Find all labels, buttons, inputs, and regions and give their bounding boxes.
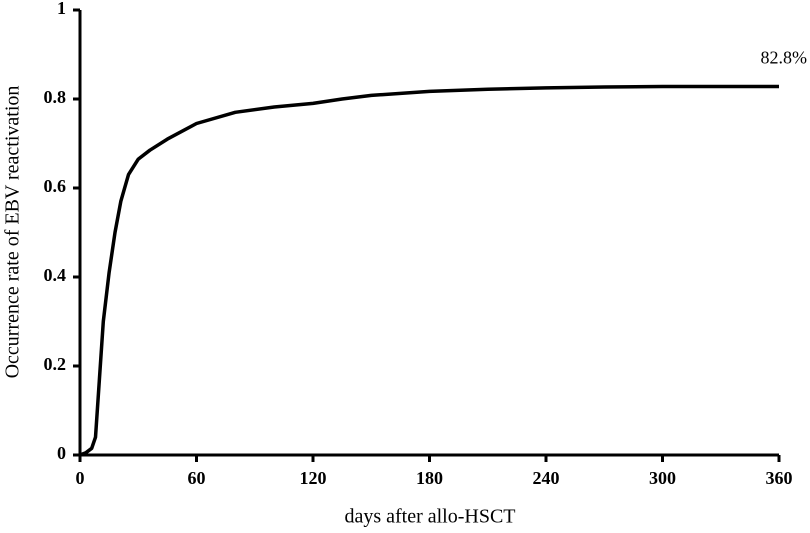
y-tick-label: 0.2	[44, 354, 67, 374]
y-axis-title: Occurrence rate of EBV reactivation	[2, 86, 24, 379]
x-axis-title: days after allo-HSCT	[344, 506, 515, 528]
y-tick-label: 0.4	[44, 265, 67, 285]
x-tick-label: 240	[533, 468, 560, 488]
y-tick-label: 0.8	[44, 87, 67, 107]
line	[79, 84, 779, 457]
x-tick-label: 300	[649, 468, 676, 488]
x-tick-label: 0	[76, 468, 85, 488]
y-tick-label: 0.6	[44, 176, 67, 196]
y-tick-label: 0	[57, 443, 66, 463]
x-tick-label: 60	[188, 468, 206, 488]
y-tick-label: 1	[57, 0, 66, 18]
x-tick-label: 180	[416, 468, 443, 488]
x-tick-label: 360	[766, 468, 793, 488]
annotation: 82.8%	[761, 48, 808, 68]
x-tick-label: 120	[300, 468, 327, 488]
